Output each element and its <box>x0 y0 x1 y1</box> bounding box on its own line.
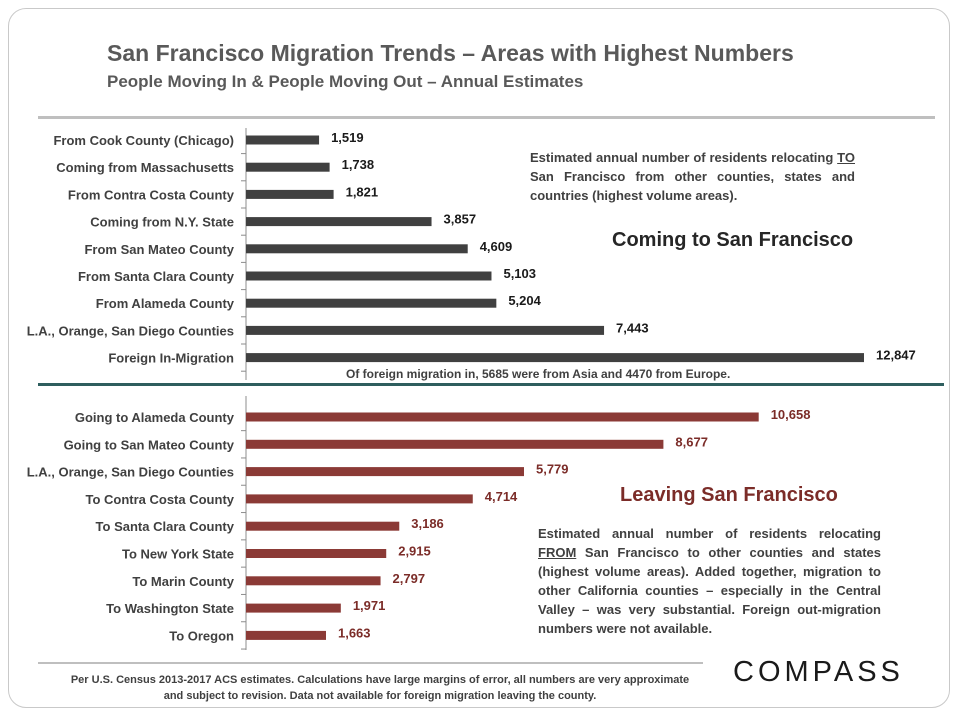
leaving-note-post: San Francisco to other counties and stat… <box>538 545 881 636</box>
coming-note-post: San Francisco from other counties, state… <box>530 169 855 203</box>
out-category-label: To Oregon <box>169 628 234 643</box>
leaving-heading: Leaving San Francisco <box>620 484 838 506</box>
out-bar <box>246 412 759 422</box>
out-value-label: 5,779 <box>536 462 569 477</box>
out-value-label: 10,658 <box>771 407 811 422</box>
out-bar <box>246 549 387 558</box>
out-category-label: To Marin County <box>132 574 234 589</box>
out-bar <box>246 439 664 449</box>
out-value-label: 1,971 <box>353 598 386 613</box>
leaving-note: Estimated annual number of residents rel… <box>538 524 881 638</box>
out-value-label: 8,677 <box>675 434 708 449</box>
out-bar <box>246 603 341 613</box>
out-bar <box>246 576 381 586</box>
in-value-label: 4,609 <box>480 239 513 254</box>
in-bar <box>246 325 605 335</box>
coming-note-pre: Estimated annual number of residents rel… <box>530 150 838 165</box>
out-value-label: 2,797 <box>393 571 426 586</box>
source-footnote: Per U.S. Census 2013-2017 ACS estimates.… <box>70 674 690 702</box>
in-category-label: From San Mateo County <box>84 242 234 257</box>
in-bar <box>246 189 334 199</box>
section-divider <box>38 383 944 386</box>
chart-title: San Francisco Migration Trends – Areas w… <box>107 40 794 66</box>
in-category-label: L.A., Orange, San Diego Counties <box>27 323 234 338</box>
in-bar <box>246 353 864 363</box>
out-category-label: Going to Alameda County <box>75 410 235 425</box>
leaving-note-pre: Estimated annual number of residents rel… <box>538 526 881 541</box>
in-value-label: 1,738 <box>342 157 375 172</box>
coming-note-emphasis: TO <box>837 150 855 165</box>
out-bar <box>246 630 326 640</box>
chart-subtitle: People Moving In & People Moving Out – A… <box>107 72 584 91</box>
in-category-label: Coming from N.Y. State <box>90 215 234 230</box>
out-category-label: To New York State <box>122 547 234 562</box>
leaving-note-emphasis: FROM <box>538 545 577 560</box>
in-value-label: 5,103 <box>503 266 536 281</box>
in-bar <box>246 217 432 227</box>
in-category-label: Coming from Massachusetts <box>56 160 234 175</box>
top-divider <box>38 116 935 119</box>
in-category-label: Foreign In-Migration <box>108 351 234 366</box>
out-value-label: 1,663 <box>338 625 371 640</box>
compass-logo: COMPASS <box>733 656 904 688</box>
out-category-label: To Santa Clara County <box>96 519 235 534</box>
out-category-label: To Washington State <box>106 601 234 616</box>
coming-heading: Coming to San Francisco <box>612 229 854 251</box>
in-value-label: 1,519 <box>331 130 364 145</box>
in-value-label: 7,443 <box>616 320 649 335</box>
in-bar <box>246 162 330 172</box>
foreign-migration-note: Of foreign migration in, 5685 were from … <box>346 367 731 381</box>
in-value-label: 1,821 <box>346 184 379 199</box>
in-bar <box>246 135 320 145</box>
in-category-label: From Cook County (Chicago) <box>53 133 234 148</box>
bottom-divider <box>38 662 703 664</box>
in-value-label: 12,847 <box>876 348 916 363</box>
in-bar <box>246 271 492 281</box>
out-value-label: 4,714 <box>485 489 518 504</box>
in-category-label: From Santa Clara County <box>78 269 235 284</box>
out-value-label: 2,915 <box>398 544 431 559</box>
in-bar <box>246 244 468 254</box>
in-value-label: 5,204 <box>508 293 541 308</box>
out-bar <box>246 467 524 477</box>
out-category-label: To Contra Costa County <box>85 492 234 507</box>
coming-note: Estimated annual number of residents rel… <box>530 148 855 205</box>
out-bar <box>246 521 400 531</box>
in-bar <box>246 298 497 308</box>
in-category-label: From Alameda County <box>96 296 235 311</box>
in-category-label: From Contra Costa County <box>68 187 235 202</box>
out-bar <box>246 494 473 504</box>
out-category-label: Going to San Mateo County <box>64 437 235 452</box>
out-value-label: 3,186 <box>411 516 444 531</box>
slide-frame <box>8 8 950 708</box>
out-category-label: L.A., Orange, San Diego Counties <box>27 465 234 480</box>
in-value-label: 3,857 <box>444 212 477 227</box>
